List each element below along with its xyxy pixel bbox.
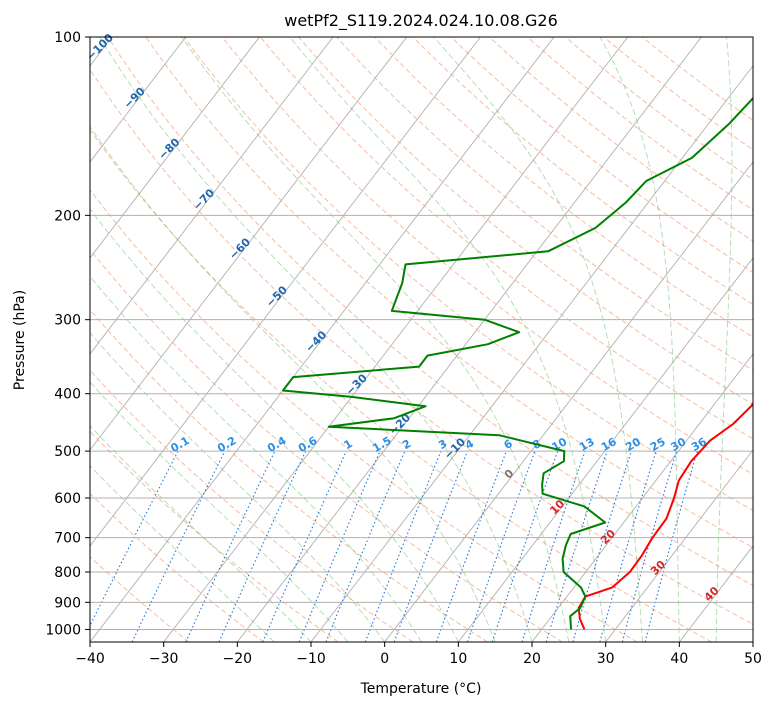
temperature-profile-line	[577, 401, 753, 630]
dry-adiabat-line	[90, 248, 563, 642]
y-tick-label: 900	[54, 595, 81, 611]
mixing-ratio-line	[298, 450, 381, 642]
dry-adiabat-line	[603, 37, 753, 151]
moist-adiabat-line	[90, 465, 275, 642]
dry-adiabat-line	[374, 37, 753, 338]
x-tick-label: 50	[744, 651, 762, 667]
dry-adiabat-line	[90, 68, 753, 625]
dewpoint-profile-line	[282, 96, 753, 630]
dry-adiabat-line	[412, 37, 753, 306]
isotherm-line	[90, 37, 481, 547]
y-axis-ticks: 1000 900 800 700 600 500 400 300 200 100	[45, 30, 90, 638]
y-axis-title: Pressure (hPa)	[12, 290, 28, 390]
dry-adiabat-line	[90, 128, 712, 642]
dry-adiabat-line	[488, 37, 753, 242]
dry-adiabat-line	[527, 37, 753, 211]
mixing-ratio-line	[621, 450, 678, 642]
mixing-ratio-line	[185, 450, 276, 642]
dry-adiabat-line	[107, 37, 753, 586]
dry-adiabat-line	[260, 37, 753, 440]
y-tick-label: 500	[54, 444, 81, 460]
x-tick-label: 20	[523, 651, 541, 667]
isotherm-line	[457, 257, 753, 642]
mixing-ratio-line	[131, 450, 226, 642]
x-tick-label: −40	[75, 651, 105, 667]
plot-background	[90, 37, 753, 642]
sounding-profiles	[282, 96, 753, 630]
x-tick-label: −20	[223, 651, 253, 667]
x-tick-label: 0	[380, 651, 389, 667]
mixing-ratio-line	[218, 450, 307, 642]
moist-adiabat-line	[181, 37, 570, 642]
x-tick-label: −10	[296, 651, 326, 667]
y-tick-label: 600	[54, 491, 81, 507]
dry-adiabat-line	[145, 37, 753, 549]
x-tick-label: 30	[597, 651, 615, 667]
isotherm-line	[90, 37, 334, 355]
y-tick-label: 200	[54, 208, 81, 224]
mixing-ratio-line	[572, 450, 632, 642]
isotherm-line	[236, 37, 702, 642]
y-tick-label: 300	[54, 313, 81, 329]
dry-adiabat-line	[221, 37, 753, 475]
isotherm-line	[90, 37, 187, 163]
mixing-ratio-line	[644, 450, 698, 642]
x-tick-label: 40	[670, 651, 688, 667]
isotherm-line	[310, 65, 753, 642]
moist-adiabat-line	[90, 332, 386, 642]
isotherm-line	[531, 353, 753, 642]
moist-adiabat-line	[715, 37, 733, 642]
isotherm-line	[90, 37, 260, 259]
isotherm-line	[163, 37, 629, 642]
moist-adiabat-line	[90, 275, 422, 642]
mixing-ratio-line	[521, 450, 586, 642]
plot-frame	[89, 36, 754, 643]
isotherm-line	[605, 449, 753, 642]
background-lines	[90, 37, 753, 642]
chart-title: wetPf2_S119.2024.024.10.08.G26	[284, 11, 558, 31]
isotherm-line	[752, 641, 753, 642]
moist-adiabat-line	[90, 208, 459, 642]
mixing-ratio-line	[545, 450, 608, 642]
isotherm-line	[384, 161, 753, 642]
y-tick-label: 100	[54, 30, 81, 46]
x-axis-ticks: −40 −30 −20 −10 0 10 20 30 40 50	[75, 642, 762, 667]
dry-adiabat-line	[90, 188, 638, 642]
moist-adiabat-line	[433, 37, 643, 642]
y-tick-label: 800	[54, 565, 81, 581]
moist-adiabat-line	[90, 425, 312, 642]
mixing-ratio-line	[599, 450, 657, 642]
moist-adiabat-line	[99, 37, 533, 642]
dry-adiabat-line	[90, 369, 414, 642]
moist-adiabat-line	[90, 125, 496, 642]
y-tick-label: 400	[54, 387, 81, 403]
x-tick-label: 10	[449, 651, 467, 667]
y-tick-label: 1000	[45, 622, 81, 638]
moist-adiabat-line	[90, 381, 349, 642]
mixing-ratio-line	[435, 450, 507, 642]
mixing-ratio-line	[491, 450, 559, 642]
mixing-ratio-line	[466, 450, 536, 642]
x-tick-label: −30	[149, 651, 179, 667]
dry-adiabat-line	[183, 37, 753, 512]
x-axis-title: Temperature (°C)	[360, 681, 482, 697]
moist-adiabat-line	[289, 37, 607, 642]
y-tick-label: 700	[54, 531, 81, 547]
isotherm-line	[90, 37, 408, 451]
dry-adiabat-line	[298, 37, 753, 405]
dry-adiabat-line	[336, 37, 753, 371]
dry-adiabat-line	[450, 37, 753, 273]
isotherm-line	[90, 37, 555, 642]
